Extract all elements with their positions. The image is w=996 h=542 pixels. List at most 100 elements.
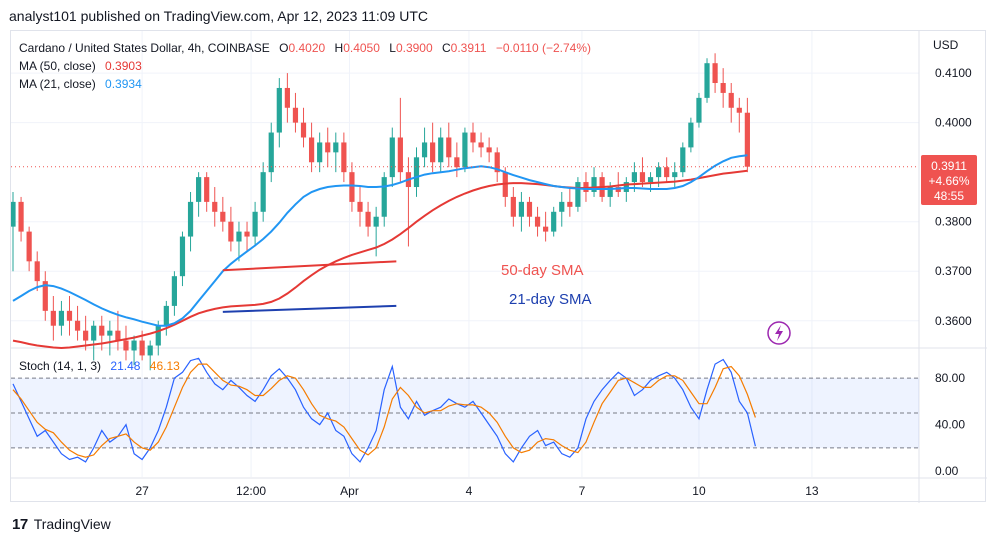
candle-body (83, 330, 89, 341)
candle-body (292, 107, 299, 123)
candle-body (639, 172, 646, 183)
legend-stoch-d: 46.13 (150, 359, 180, 373)
candle-body (325, 142, 331, 153)
candle-body (163, 305, 169, 326)
candle-body (728, 92, 734, 108)
legend-ma21-value: 0.3934 (105, 77, 142, 91)
candle-body (252, 211, 258, 237)
candle-body (131, 340, 137, 351)
legend-close: 0.3911 (451, 41, 487, 55)
candle-body (470, 132, 476, 143)
last-price-value: 0.3911 (931, 159, 967, 173)
candle-body (551, 211, 557, 232)
stoch-axis-ticks: 80.00 40.00 0.00 (935, 371, 965, 478)
time-tick-label: 13 (805, 484, 819, 498)
stoch-d-line (12, 363, 756, 458)
chart-svg[interactable]: 50-day SMA 21-day SMA USD 0.4100 0.4000 0.… (11, 31, 987, 503)
time-tick-label: 27 (135, 484, 149, 498)
lightning-icon[interactable] (767, 321, 791, 345)
legend-row-ma50: MA (50, close) 0.3903 (19, 59, 142, 73)
candle-body (510, 196, 516, 217)
candle-body (34, 261, 40, 282)
stoch-tick-label: 0.00 (935, 464, 959, 478)
candle-body (66, 310, 73, 321)
candle-body (333, 142, 339, 153)
candle-body (696, 97, 702, 123)
candle-body (704, 63, 710, 98)
legend-row-stoch: Stoch (14, 1, 3) 21.48 46.13 (19, 359, 180, 373)
legend-stoch-k: 21.48 (110, 359, 140, 373)
tradingview-logo-icon[interactable]: 17 (12, 515, 28, 533)
candle-body (526, 201, 533, 217)
candle-body (284, 87, 290, 108)
candle-body (357, 201, 363, 212)
candle-body (421, 142, 428, 158)
candle-body (147, 345, 153, 356)
tradingview-brand[interactable]: TradingView (33, 516, 111, 532)
candle-body (736, 107, 742, 113)
candle-body (430, 142, 436, 163)
candle-body (26, 231, 32, 262)
candle-body (454, 157, 460, 168)
candle-body (607, 187, 613, 197)
candle-body (494, 152, 500, 173)
candle-body (349, 172, 355, 202)
currency-label: USD (933, 38, 959, 52)
candle-body (11, 201, 16, 227)
candle-body (99, 325, 105, 336)
price-tick-label: 0.3600 (935, 314, 972, 328)
candle-body (196, 177, 202, 202)
price-tick-label: 0.4000 (935, 116, 972, 130)
candle-body (42, 281, 48, 311)
candle-body (518, 201, 525, 217)
candle-body (631, 172, 637, 183)
candle-body (720, 83, 726, 93)
bar-countdown: 48:55 (934, 189, 964, 203)
legend-symbol: Cardano / United States Dollar, 4h, COIN… (19, 41, 270, 55)
stoch-tick-label: 40.00 (935, 418, 965, 432)
candle-body (107, 330, 113, 336)
trendline (222, 304, 397, 313)
legend-low: 0.3900 (396, 41, 433, 55)
candle-body (647, 177, 654, 183)
chart-legend: Cardano / United States Dollar, 4h, COIN… (19, 41, 591, 373)
sma50-annotation: 50-day SMA (501, 262, 584, 279)
time-tick-label: 12:00 (236, 484, 266, 498)
last-price-badge: 0.3911 +4.66% 48:55 (921, 155, 977, 205)
candle-body (50, 310, 56, 326)
candle-body (543, 226, 549, 232)
candle-body (559, 201, 565, 212)
candle-body (155, 325, 161, 346)
candle-body (212, 201, 218, 212)
published-text: analyst101 published on TradingView.com,… (9, 8, 428, 24)
candle-body (712, 63, 718, 84)
ma50-line (12, 169, 748, 350)
candle-body (308, 137, 315, 163)
price-tick-label: 0.4100 (935, 66, 972, 80)
candle-body (397, 137, 403, 173)
candle-body (18, 201, 24, 232)
candle-body (381, 177, 387, 217)
legend-ma50-value: 0.3903 (105, 59, 142, 73)
candle-body (139, 340, 145, 356)
stoch-level-lines (11, 377, 919, 449)
candle-body (567, 201, 573, 207)
candle-body (389, 137, 395, 178)
candle-body (413, 157, 420, 188)
stoch-k-line (12, 357, 756, 463)
candle-body (179, 236, 186, 277)
candle-body (365, 211, 371, 227)
candle-body (276, 87, 282, 133)
candle-body (478, 142, 484, 148)
candle-body (58, 310, 65, 326)
legend-open: 0.4020 (288, 41, 325, 55)
trendline (222, 260, 397, 272)
price-tick-label: 0.3700 (935, 264, 972, 278)
candle-body (486, 147, 492, 153)
sma21-annotation: 21-day SMA (509, 291, 592, 308)
candle-body (220, 211, 226, 222)
chart-frame: 50-day SMA 21-day SMA USD 0.4100 0.4000 0.… (10, 30, 987, 503)
candle-body (317, 142, 323, 163)
candle-body (228, 221, 234, 242)
candle-body (688, 122, 694, 148)
